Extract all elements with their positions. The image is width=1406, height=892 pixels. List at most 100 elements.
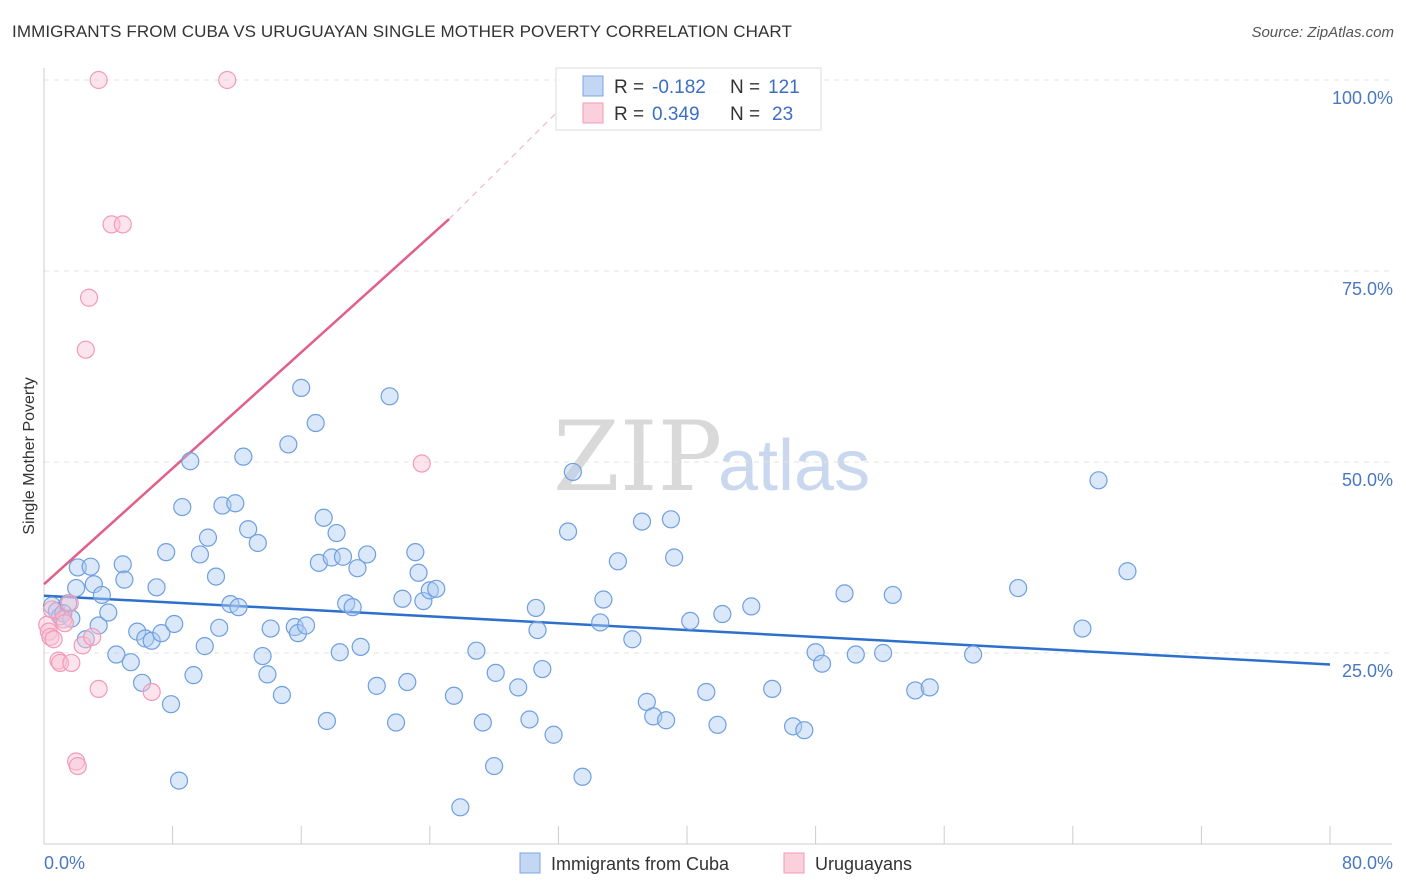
point-s0-106	[783, 717, 803, 736]
point-s0-14	[107, 645, 126, 664]
point-s0-120	[1118, 562, 1137, 581]
legend-n-label-1: N =	[730, 77, 760, 98]
y-tick-label-1: 50.0%	[1342, 470, 1393, 490]
point-s0-64	[358, 545, 377, 564]
point-s0-117	[1009, 578, 1028, 598]
point-s0-55	[317, 711, 337, 731]
point-s0-28	[173, 497, 192, 517]
chart-source: Source: ZipAtlas.com	[1251, 24, 1394, 41]
point-s0-27	[169, 771, 189, 790]
point-s0-114	[906, 681, 925, 700]
point-s0-68	[393, 589, 412, 608]
point-s0-87	[558, 522, 578, 541]
point-s0-105	[763, 679, 782, 699]
point-s0-6	[67, 578, 86, 598]
point-s0-50	[292, 378, 311, 397]
point-s0-54	[314, 508, 333, 527]
point-s0-100	[681, 611, 700, 631]
point-s0-9	[81, 557, 100, 576]
point-s0-40	[234, 447, 253, 466]
point-s0-21	[142, 631, 161, 650]
point-s0-12	[92, 585, 111, 605]
point-s0-97	[657, 711, 676, 730]
point-s0-103	[713, 604, 732, 624]
legend-n-label-2: N =	[730, 104, 760, 125]
point-s0-24	[157, 543, 176, 562]
watermark-zip: ZIP	[553, 401, 722, 513]
point-s0-51	[296, 616, 316, 635]
point-s0-78	[473, 713, 492, 732]
point-s0-19	[132, 673, 152, 692]
y-tick-label-0: 25.0%	[1342, 661, 1393, 681]
point-s0-72	[414, 591, 433, 611]
point-s0-59	[333, 547, 353, 566]
point-s0-70	[406, 543, 425, 562]
point-s0-88	[563, 462, 582, 482]
point-s0-83	[526, 598, 545, 618]
point-s0-32	[195, 637, 214, 656]
point-s0-34	[206, 567, 226, 586]
legend-r-value-1: -0.182	[652, 77, 706, 98]
series-legend-swatch-cuba	[519, 852, 541, 874]
point-s0-25	[161, 695, 181, 714]
trend-lines	[43, 102, 1331, 666]
point-s0-102	[708, 715, 727, 734]
legend-swatch-cuba	[582, 75, 604, 97]
point-s0-93	[623, 630, 642, 649]
point-s0-79	[485, 756, 504, 776]
point-s0-62	[348, 559, 367, 578]
point-s0-81	[509, 678, 528, 697]
point-s0-119	[1089, 471, 1108, 490]
correlation-legend: R = -0.182 N = 121 R = 0.349 N = 23	[555, 67, 822, 131]
point-s0-30	[184, 666, 203, 685]
point-s1-14	[76, 340, 95, 359]
point-s0-33	[198, 528, 218, 547]
point-s0-80	[486, 663, 505, 682]
grid-lines	[44, 79, 1392, 654]
y-tick-label-3: 100.0%	[1332, 88, 1393, 108]
point-s0-113	[883, 585, 902, 605]
series-legend-swatch-uruguayans	[783, 852, 805, 874]
point-s1-20	[113, 215, 132, 234]
point-s0-44	[258, 665, 277, 684]
point-s0-91	[594, 590, 613, 609]
point-s0-101	[697, 682, 716, 702]
legend-swatch-uruguayans	[582, 102, 604, 124]
x-tick-min: 0.0%	[44, 853, 85, 873]
point-s0-7	[68, 558, 87, 577]
point-s0-71	[409, 563, 428, 582]
point-s0-23	[152, 624, 171, 643]
series-legend: Immigrants from Cuba Uruguayans	[519, 852, 912, 874]
point-s0-111	[846, 645, 865, 664]
legend-r-value-2: 0.349	[652, 104, 700, 125]
point-s0-16	[115, 570, 134, 589]
legend-r-label-2: R =	[614, 104, 644, 125]
point-s1-22	[218, 70, 237, 90]
point-s0-61	[343, 598, 362, 617]
series-legend-label-uruguayans: Uruguayans	[815, 854, 912, 874]
point-s0-116	[964, 645, 983, 664]
point-s0-99	[665, 548, 684, 567]
legend-r-label-1: R =	[614, 77, 644, 98]
point-s0-31	[190, 545, 210, 564]
point-s1-2	[41, 627, 60, 647]
point-s0-52	[306, 413, 325, 433]
chart-title: IMMIGRANTS FROM CUBA VS URUGUAYAN SINGLE…	[12, 22, 792, 41]
point-s0-17	[121, 653, 140, 672]
y-tick-label-2: 75.0%	[1342, 279, 1393, 299]
point-s0-107	[795, 721, 814, 740]
point-s0-41	[239, 520, 258, 539]
data-points	[38, 70, 1137, 817]
point-s0-104	[742, 597, 761, 616]
point-s0-109	[812, 654, 832, 673]
point-s0-22	[147, 578, 166, 597]
y-tick-labels: 25.0% 50.0% 75.0% 100.0%	[1332, 88, 1393, 681]
point-s0-35	[210, 618, 229, 637]
point-s1-9	[60, 594, 79, 613]
point-s0-115	[920, 678, 939, 697]
y-axis-label: Single Mother Poverty	[21, 377, 38, 534]
point-s1-21	[142, 682, 161, 702]
watermark-atlas: atlas	[718, 426, 870, 506]
point-s0-85	[533, 659, 552, 679]
